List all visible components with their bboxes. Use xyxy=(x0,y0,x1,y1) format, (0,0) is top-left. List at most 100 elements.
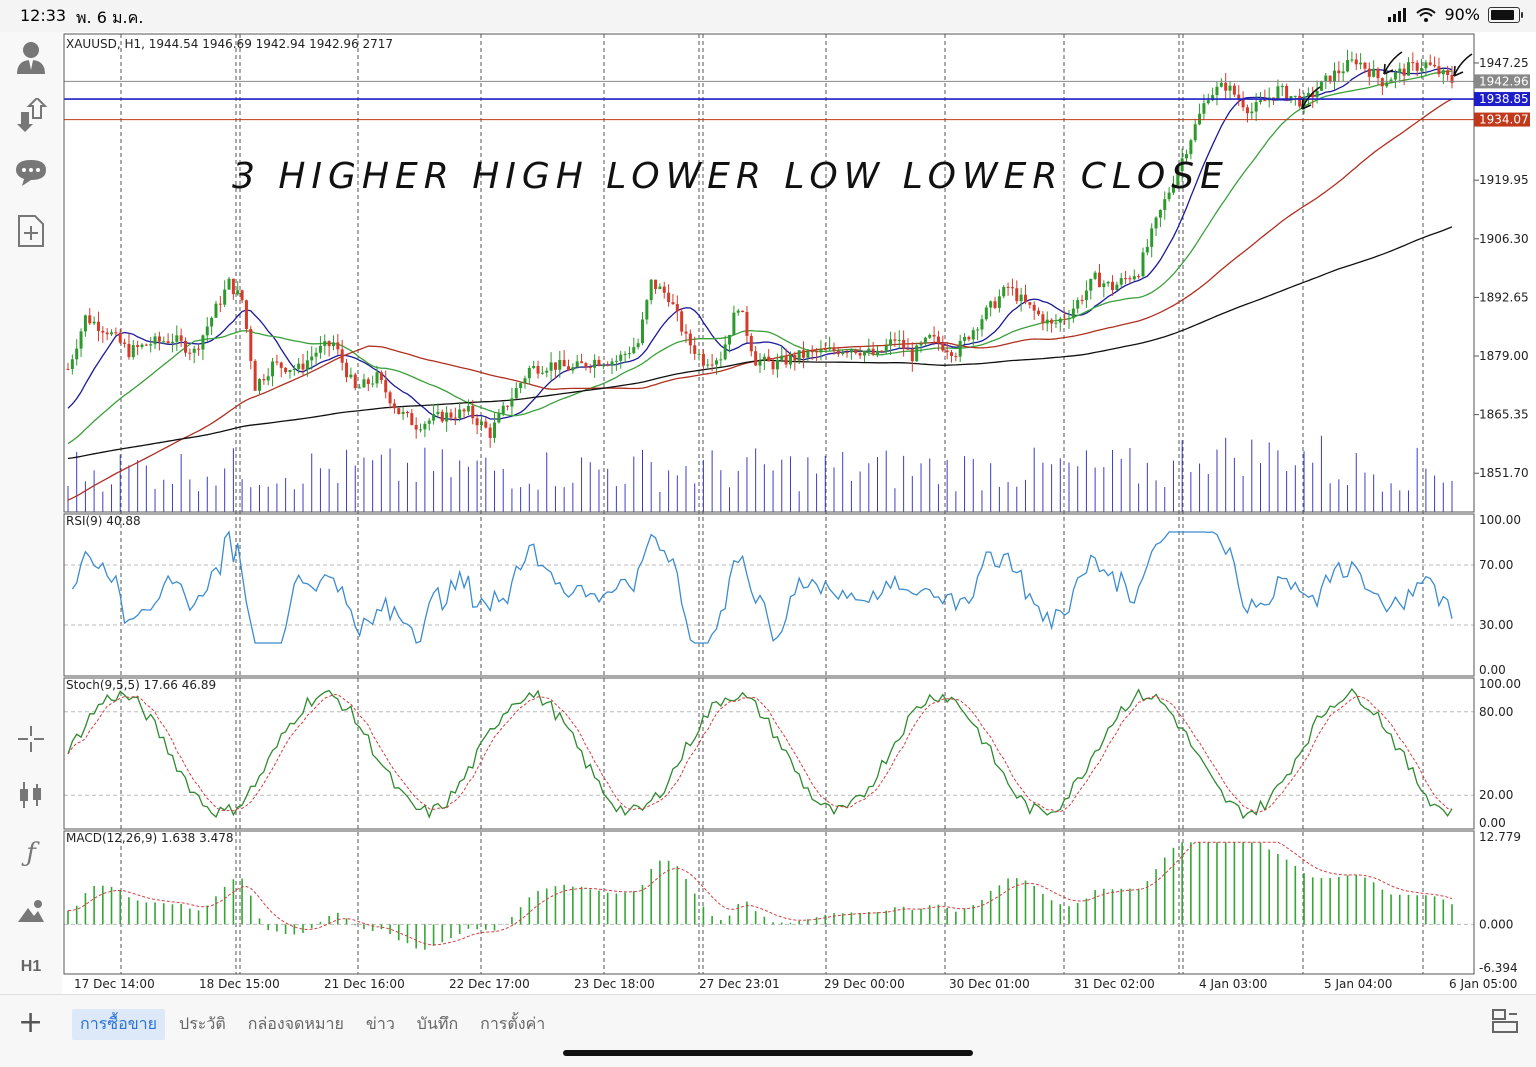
candle-body xyxy=(432,414,436,421)
candle-body xyxy=(1446,70,1450,75)
candle-body xyxy=(1050,319,1054,324)
price-chart[interactable]: 1947.25 1919.95 1906.30 1892.65 1879.00 1865.… xyxy=(62,32,1536,994)
candle-body xyxy=(275,361,279,363)
time-tick-label: 5 Jan 04:00 xyxy=(1324,977,1392,991)
tab-mailbox[interactable]: กล่องจดหมาย xyxy=(247,1014,344,1033)
rsi-indicator xyxy=(71,530,1453,644)
candle-body xyxy=(784,355,788,365)
candle-body xyxy=(1211,95,1215,101)
candle-body xyxy=(780,355,784,360)
add-chart-button[interactable]: + xyxy=(18,1005,44,1040)
candle-body xyxy=(1093,272,1097,279)
chart-area[interactable]: 1947.25 1919.95 1906.30 1892.65 1879.00 1865.… xyxy=(62,32,1536,994)
candle-body xyxy=(714,360,718,365)
candle-body xyxy=(110,332,114,335)
candles-icon[interactable] xyxy=(14,778,48,812)
candle-body xyxy=(758,360,762,366)
candle-body xyxy=(571,367,575,371)
candle-body xyxy=(501,405,505,414)
time-tick-label: 4 Jan 03:00 xyxy=(1199,977,1267,991)
candle-body xyxy=(1385,82,1389,87)
indicator-tick-label: 0.00 xyxy=(1479,816,1506,830)
tab-journal[interactable]: บันทึก xyxy=(416,1014,459,1033)
candle-body xyxy=(810,351,814,353)
candle-body xyxy=(1215,86,1219,96)
candle-body xyxy=(1420,68,1424,71)
tab-history[interactable]: ประวัติ xyxy=(179,1014,226,1033)
crosshair-icon[interactable] xyxy=(14,722,48,756)
candle-body xyxy=(475,418,479,426)
candle-body xyxy=(345,362,349,378)
candle-body xyxy=(919,343,923,346)
indicator-f-icon[interactable]: ƒ xyxy=(26,838,36,868)
candle-body xyxy=(179,335,183,341)
candle-body xyxy=(1145,246,1149,253)
layout-icon[interactable] xyxy=(1492,1009,1518,1033)
candle-body xyxy=(667,292,671,303)
candle-body xyxy=(301,363,305,370)
candle-body xyxy=(88,315,92,324)
candle-body xyxy=(584,363,588,368)
candle-body xyxy=(645,300,649,320)
candle-body xyxy=(1137,276,1141,278)
candle-body xyxy=(397,408,401,415)
candle-body xyxy=(1176,171,1180,186)
candle-body xyxy=(649,279,653,301)
candle-body xyxy=(1311,93,1315,98)
time-tick-label: 27 Dec 23:01 xyxy=(699,977,780,991)
candle-body xyxy=(910,349,914,362)
candle-body xyxy=(1124,278,1128,280)
candle-body xyxy=(353,374,357,389)
candle-body xyxy=(1402,68,1406,76)
candle-body xyxy=(701,353,705,366)
candle-body xyxy=(828,347,832,350)
objects-icon[interactable] xyxy=(14,894,48,928)
time-tick-label: 21 Dec 16:00 xyxy=(324,977,405,991)
candle-body xyxy=(205,326,209,336)
candle-body xyxy=(405,411,409,414)
candle-body xyxy=(1411,62,1415,64)
candle-body xyxy=(249,328,253,361)
candle-body xyxy=(936,336,940,344)
candle-body xyxy=(1237,94,1241,100)
trade-arrows-icon[interactable] xyxy=(14,98,48,132)
candle-body xyxy=(214,303,218,318)
tab-news[interactable]: ข่าว xyxy=(365,1014,395,1033)
candle-body xyxy=(1359,62,1363,65)
chat-icon[interactable] xyxy=(14,156,48,190)
candle-body xyxy=(1346,60,1350,72)
status-date: พ. 6 ม.ค. xyxy=(76,8,144,27)
candle-body xyxy=(558,359,562,370)
candle-body xyxy=(1372,68,1376,77)
price-tick-label: 1947.25 xyxy=(1479,56,1529,70)
candle-body xyxy=(66,368,70,370)
time-tick-label: 29 Dec 00:00 xyxy=(824,977,905,991)
candle-body xyxy=(1245,107,1249,114)
candle-body xyxy=(197,348,201,350)
candle-body xyxy=(1319,81,1323,91)
candle-body xyxy=(728,334,732,345)
candle-body xyxy=(688,333,692,346)
candle-body xyxy=(1228,85,1232,91)
price-tick-label: 1865.35 xyxy=(1479,408,1529,422)
tab-settings[interactable]: การตั้งค่า xyxy=(480,1014,546,1033)
candle-body xyxy=(880,350,884,352)
indicator-tick-label: 30.00 xyxy=(1479,618,1513,632)
candle-body xyxy=(719,359,723,361)
tab-trade[interactable]: การซื้อขาย xyxy=(72,1009,166,1040)
candle-body xyxy=(527,368,531,379)
candle-body xyxy=(941,343,945,351)
candle-body xyxy=(788,355,792,365)
new-order-icon[interactable] xyxy=(14,214,48,248)
account-icon[interactable] xyxy=(14,40,48,74)
time-tick-label: 17 Dec 14:00 xyxy=(74,977,155,991)
macd-header: MACD(12,26,9) 1.638 3.478 xyxy=(66,831,233,845)
status-time: 12:33 xyxy=(20,6,67,25)
candle-body xyxy=(292,368,296,370)
candle-body xyxy=(362,379,366,388)
candle-body xyxy=(131,345,135,358)
candle-body xyxy=(1032,304,1036,311)
candle-body xyxy=(453,417,457,419)
timeframe-button[interactable]: H1 xyxy=(20,958,42,975)
candle-body xyxy=(662,286,666,293)
